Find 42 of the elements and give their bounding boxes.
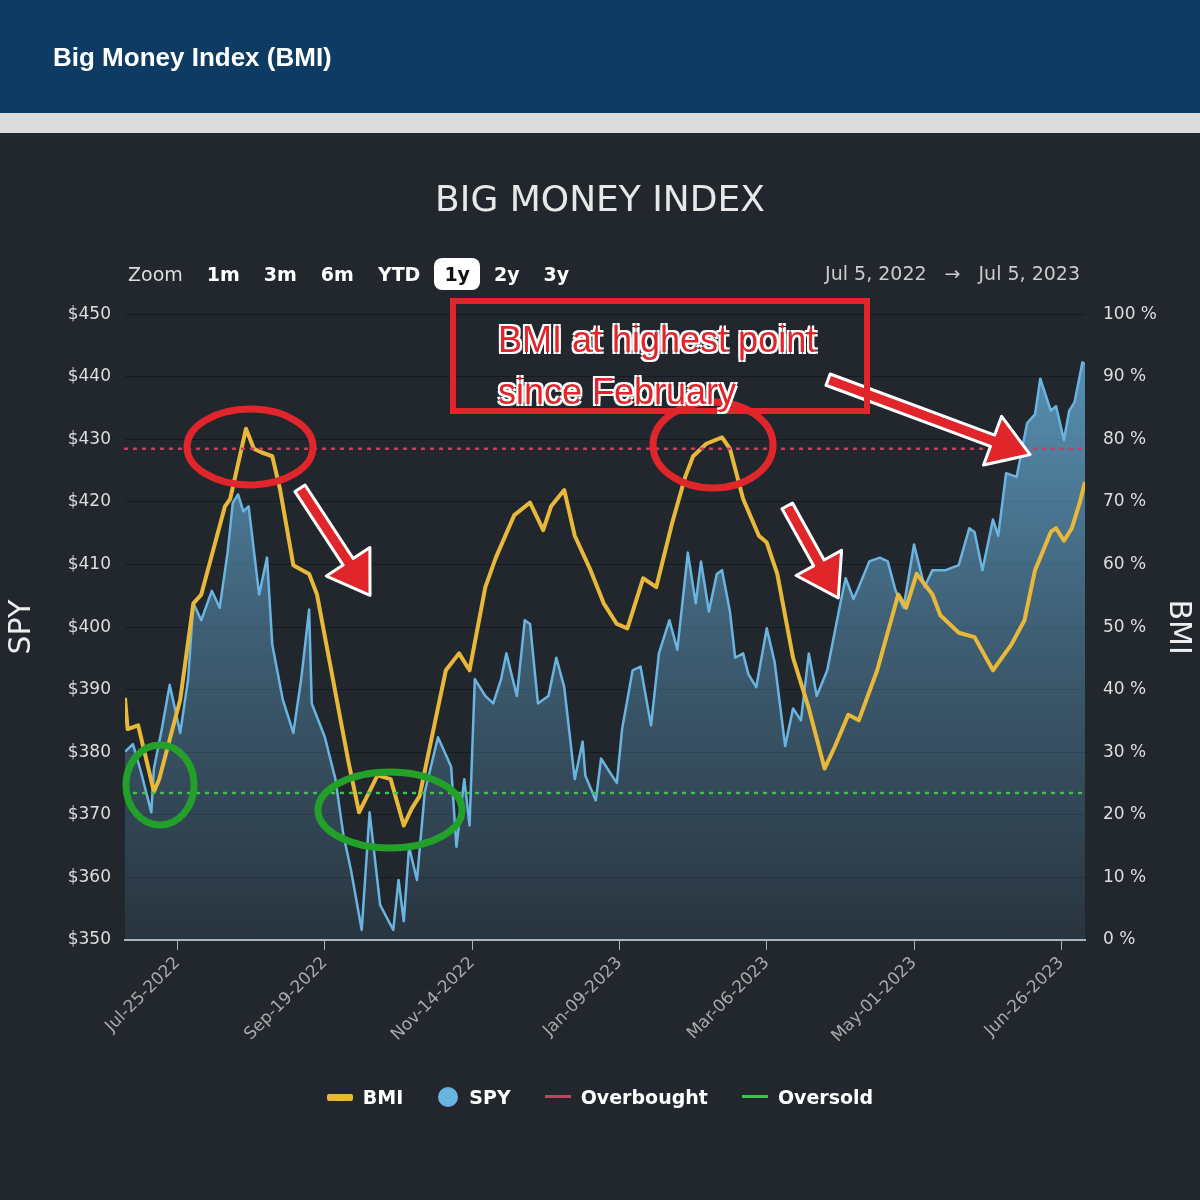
y-tick-label: $430 xyxy=(67,427,111,448)
legend-label: Oversold xyxy=(777,1086,874,1108)
y2-tick-label: 70 % xyxy=(1103,490,1147,511)
y2-tick-label: 60 % xyxy=(1103,552,1147,573)
y2-tick-label: 100 % xyxy=(1103,302,1158,323)
chart-subtitle: BIG MONEY INDEX xyxy=(434,178,766,219)
y2-tick-label: 50 % xyxy=(1103,615,1147,636)
y-tick-label: $420 xyxy=(67,490,111,511)
y-tick-label: $410 xyxy=(67,552,111,573)
y-tick-label: $450 xyxy=(67,302,111,323)
y-tick-label: $400 xyxy=(67,615,111,636)
y2-tick-label: 10 % xyxy=(1103,865,1147,886)
chart-title: Big Money Index (BMI) xyxy=(53,42,332,73)
text: Zoom xyxy=(127,262,184,287)
y-tick-label: $350 xyxy=(67,928,111,949)
text: → xyxy=(944,262,961,284)
legend-label: Overbought xyxy=(580,1086,708,1108)
text: 6m xyxy=(319,262,355,287)
y2-tick-label: 90 % xyxy=(1103,365,1147,386)
y-axis-title: SPY xyxy=(1,599,37,655)
text: 1m xyxy=(205,262,241,287)
text: 3y xyxy=(542,262,571,287)
text: Jul 5, 2022 xyxy=(825,262,927,284)
text: 2y xyxy=(493,262,521,287)
legend-label: SPY xyxy=(469,1086,511,1108)
text: 3m xyxy=(262,262,298,287)
text: Jul 5, 2023 xyxy=(978,262,1080,284)
y2-tick-label: 20 % xyxy=(1103,803,1147,824)
y-tick-label: $380 xyxy=(67,740,111,761)
y-tick-label: $440 xyxy=(67,365,111,386)
text: 1y xyxy=(434,258,480,290)
legend-label: BMI xyxy=(362,1086,404,1108)
text: YTD xyxy=(376,262,422,287)
y2-tick-label: 80 % xyxy=(1103,427,1147,448)
y2-tick-label: 0 % xyxy=(1103,928,1136,949)
y-tick-label: $370 xyxy=(67,803,111,824)
y-tick-label: $390 xyxy=(67,678,111,699)
annotation: BMI at highest point since February xyxy=(450,298,870,414)
y2-tick-label: 40 % xyxy=(1103,678,1147,699)
y-tick-label: $360 xyxy=(67,865,111,886)
y2-tick-label: 30 % xyxy=(1103,740,1147,761)
y2-axis-title: BMI xyxy=(1163,599,1199,655)
